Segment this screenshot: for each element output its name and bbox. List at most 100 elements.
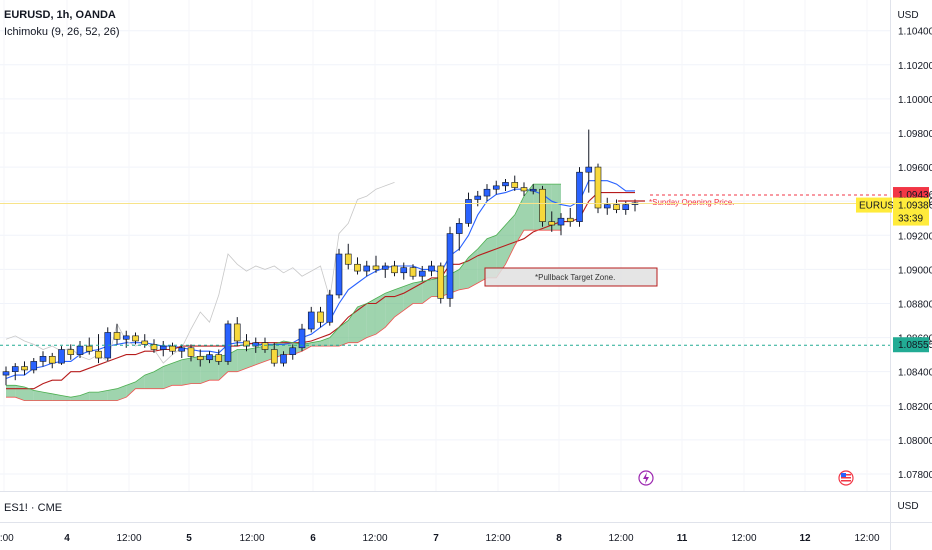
cloud-segment <box>80 392 90 401</box>
svg-text:1.09436: 1.09436 <box>898 190 932 201</box>
candle-body <box>141 340 149 345</box>
time-axis[interactable]: 2:00 4 12:00 5 12:00 6 12:00 7 12:00 8 12:00 11 12:0… <box>0 533 880 544</box>
candle-body <box>437 265 445 299</box>
candle-body <box>502 182 509 187</box>
pullback-zone-label: *Pullback Target Zone. <box>535 273 615 282</box>
cloud-segment <box>514 196 524 246</box>
candle-body <box>2 371 10 376</box>
candle-body <box>511 182 519 188</box>
currency-button-top[interactable]: USD <box>897 10 919 21</box>
cloud-segment <box>144 371 154 389</box>
cloud-segment <box>33 390 43 401</box>
candle-body <box>354 263 361 272</box>
candle-body <box>381 265 389 270</box>
cloud-segment <box>385 289 395 328</box>
candle-body <box>326 294 334 323</box>
candle-body <box>465 199 472 224</box>
cloud-segment <box>468 248 478 289</box>
cloud-segment <box>255 346 265 365</box>
svg-text:EURUSD: EURUSD <box>859 201 901 212</box>
candle-body <box>252 342 260 347</box>
cloud-segment <box>172 359 182 386</box>
us-flag-event-icon[interactable] <box>838 470 854 486</box>
candle-body <box>113 332 121 340</box>
candle-body <box>48 356 56 364</box>
candles <box>2 129 639 386</box>
cloud-segment <box>237 349 247 372</box>
cloud-segment <box>329 327 339 347</box>
cloud-segment <box>89 392 99 401</box>
candle-body <box>58 349 65 364</box>
candle-body <box>474 195 482 200</box>
candle-body <box>298 328 306 349</box>
candle-body <box>11 366 19 372</box>
candle-body <box>122 335 130 340</box>
cloud-segment <box>394 286 404 318</box>
x-tick-label: 6 <box>310 533 316 544</box>
candle-body <box>529 188 537 192</box>
candle-body <box>576 171 583 222</box>
x-tick-label: 2:00 <box>0 533 14 544</box>
green-price-tag: 1.08555 <box>893 337 932 353</box>
candle-body <box>566 217 574 222</box>
candle-body <box>178 347 186 352</box>
x-tick-label: 12:00 <box>854 533 879 544</box>
candle-body <box>261 342 269 350</box>
y-tick-label: 1.08800 <box>898 299 932 310</box>
lightning-event-icon[interactable] <box>638 470 654 486</box>
sub-pane-label[interactable]: ES1! · CME <box>4 502 63 514</box>
candle-body <box>585 166 593 173</box>
candle-body <box>307 311 315 330</box>
current-price-tag: EURUSD 1.09386 33:39 <box>856 197 932 226</box>
cloud-segment <box>524 184 534 231</box>
candle-body <box>224 323 232 362</box>
cloud-segment <box>413 281 423 304</box>
x-tick-label: 12 <box>799 533 811 544</box>
cloud-segment <box>126 381 136 398</box>
price-axis[interactable]: 1.10400 1.10200 1.10000 1.09800 1.09600 1.094… <box>898 27 932 481</box>
currency-button-bottom[interactable]: USD <box>897 501 919 512</box>
cloud-segment <box>487 235 497 278</box>
cloud-segment <box>496 225 506 278</box>
candle-body <box>196 356 204 361</box>
y-tick-label: 1.09200 <box>898 231 932 242</box>
candle-body <box>150 344 158 350</box>
x-tick-label: 8 <box>556 533 562 544</box>
cloud-segment <box>422 279 432 304</box>
y-tick-label: 1.08000 <box>898 436 932 447</box>
candle-body <box>132 335 139 342</box>
cloud-segment <box>98 390 108 401</box>
cloud-segment <box>209 356 219 381</box>
x-tick-label: 4 <box>64 533 70 544</box>
cloud-segment <box>24 387 34 401</box>
cloud-segment <box>459 257 469 290</box>
candle-body <box>270 349 278 364</box>
candle-body <box>391 265 398 274</box>
candle-body <box>622 204 630 210</box>
cloud-segment <box>505 214 515 265</box>
series-line-senkou-span-a <box>6 183 561 398</box>
symbol-legend[interactable]: EURUSD, 1h, OANDA <box>4 9 116 21</box>
candle-body <box>215 354 223 362</box>
candle-body <box>243 340 250 347</box>
cloud-segment <box>107 388 117 401</box>
indicator-legend[interactable]: Ichimoku (9, 26, 52, 26) <box>4 26 120 38</box>
candle-body <box>372 265 380 270</box>
cloud-segment <box>320 337 330 347</box>
y-tick-label: 1.10000 <box>898 95 932 106</box>
candle-body <box>169 345 176 352</box>
candle-body <box>95 350 102 359</box>
cloud-segment <box>181 358 191 386</box>
y-tick-label: 1.09600 <box>898 163 932 174</box>
candle-body <box>39 356 47 362</box>
candle-body <box>409 267 417 277</box>
candle-body <box>187 347 195 357</box>
candle-body <box>603 204 611 209</box>
candle-body <box>21 366 28 371</box>
candle-body <box>363 265 371 272</box>
cloud-segment <box>403 283 413 311</box>
pullback-zone[interactable] <box>484 267 658 287</box>
cloud-segment <box>348 306 358 343</box>
x-tick-label: 12:00 <box>239 533 264 544</box>
